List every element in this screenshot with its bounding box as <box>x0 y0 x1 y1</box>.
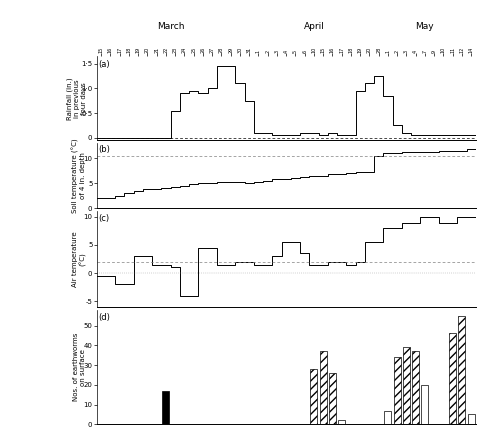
Text: April: April <box>303 22 325 31</box>
Bar <box>468 414 475 424</box>
Bar <box>329 373 336 424</box>
Bar <box>311 369 317 424</box>
Bar <box>422 385 428 424</box>
Text: (b): (b) <box>99 145 111 154</box>
Bar <box>162 391 170 424</box>
Bar <box>338 420 345 424</box>
Bar <box>449 333 456 424</box>
Y-axis label: Nos. of earthworms
on surface: Nos. of earthworms on surface <box>73 333 86 401</box>
Bar <box>458 316 465 424</box>
Text: (d): (d) <box>99 313 111 322</box>
Bar <box>412 351 419 424</box>
Y-axis label: Air temperature
(°C): Air temperature (°C) <box>72 231 86 287</box>
Bar <box>394 357 400 424</box>
Text: March: March <box>157 22 185 31</box>
Y-axis label: Rainfall (in.)
in previous
four days: Rainfall (in.) in previous four days <box>67 77 87 120</box>
Text: (a): (a) <box>99 60 110 69</box>
Text: May: May <box>415 22 434 31</box>
Y-axis label: Soil temperature (°C)
of 4 in. depth: Soil temperature (°C) of 4 in. depth <box>72 139 86 213</box>
Bar <box>320 351 327 424</box>
Bar <box>384 410 391 424</box>
Bar <box>403 347 410 424</box>
Text: (c): (c) <box>99 214 110 223</box>
